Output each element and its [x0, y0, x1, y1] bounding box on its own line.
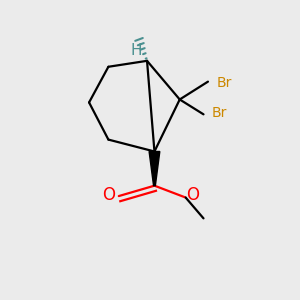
- Text: Br: Br: [212, 106, 227, 120]
- Polygon shape: [149, 152, 160, 186]
- Text: Br: Br: [216, 76, 232, 90]
- Text: O: O: [102, 186, 115, 204]
- Text: H: H: [131, 43, 142, 58]
- Text: O: O: [186, 186, 199, 204]
